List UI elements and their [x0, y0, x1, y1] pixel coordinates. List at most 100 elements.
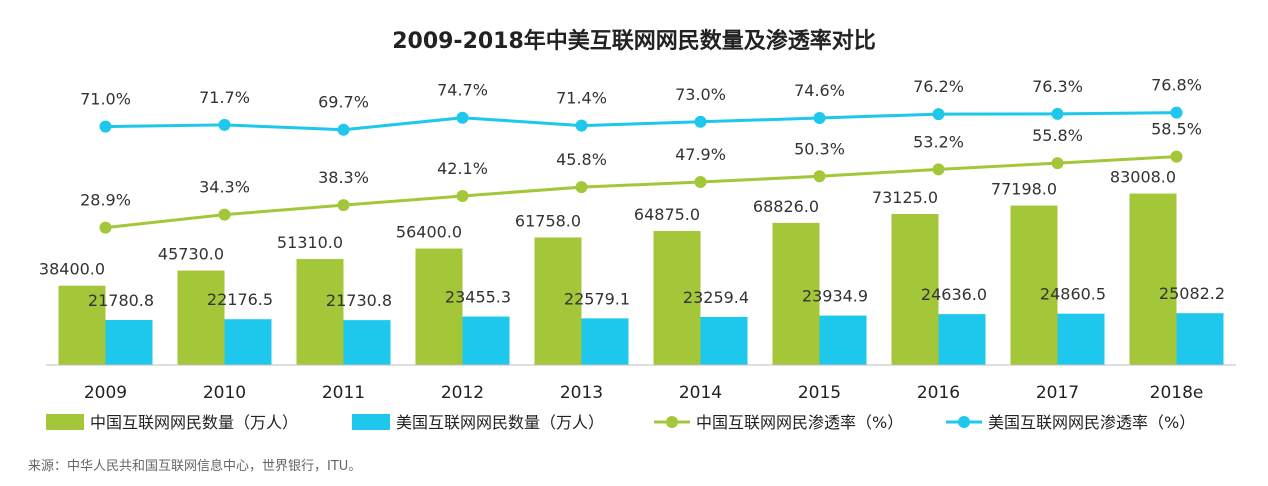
bar-label-us-2013: 22579.1 [564, 289, 630, 308]
bar-label-us-2014: 23259.4 [683, 288, 749, 307]
point-label-us-2009: 71.0% [80, 90, 131, 109]
bar-china-2011 [296, 259, 344, 365]
x-tick-2013: 2013 [560, 383, 603, 403]
point-label-china-2016: 53.2% [913, 132, 964, 151]
point-china-2018e [1170, 150, 1183, 163]
point-china-2015 [813, 170, 826, 183]
legend-label-china-penetration: 中国互联网网民渗透率（%） [696, 413, 903, 432]
legend-swatch-us-users [352, 414, 390, 430]
bar-label-china-2014: 64875.0 [634, 205, 700, 224]
bar-us-2014 [700, 316, 748, 365]
bar-label-china-2017: 77198.0 [991, 180, 1057, 199]
point-us-2017 [1051, 107, 1064, 120]
point-label-us-2010: 71.7% [199, 88, 250, 107]
point-label-us-2018e: 76.8% [1151, 76, 1202, 95]
point-china-2013 [575, 181, 588, 194]
point-label-us-2013: 71.4% [556, 89, 607, 108]
point-china-2011 [337, 199, 350, 212]
bar-us-2009 [105, 320, 153, 365]
point-us-2011 [337, 123, 350, 136]
legend-label-us-users: 美国互联网网民数量（万人） [396, 413, 604, 432]
bar-china-2012 [415, 248, 463, 365]
point-china-2009 [99, 221, 112, 234]
point-label-china-2018e: 58.5% [1151, 120, 1202, 139]
bar-label-us-2016: 24636.0 [921, 285, 987, 304]
point-label-us-2016: 76.2% [913, 77, 964, 96]
point-us-2014 [694, 115, 707, 128]
point-label-china-2010: 34.3% [199, 178, 250, 197]
legend-label-china-users: 中国互联网网民数量（万人） [90, 413, 298, 432]
point-label-china-2011: 38.3% [318, 168, 369, 187]
bar-china-2014 [653, 231, 701, 365]
point-us-2009 [99, 120, 112, 133]
point-china-2016 [932, 163, 945, 176]
legend-label-us-penetration: 美国互联网网民渗透率（%） [988, 413, 1195, 432]
bar-us-2010 [224, 319, 272, 365]
point-label-us-2014: 73.0% [675, 85, 726, 104]
x-tick-2012: 2012 [441, 383, 484, 403]
x-tick-2010: 2010 [203, 383, 246, 403]
x-tick-2015: 2015 [798, 383, 841, 403]
bar-us-2012 [462, 316, 510, 365]
bar-label-china-2013: 61758.0 [515, 211, 581, 230]
bar-us-2011 [343, 320, 391, 365]
bar-china-2010 [177, 270, 225, 365]
bar-label-us-2009: 21780.8 [88, 291, 154, 310]
bar-us-2018e [1176, 313, 1224, 365]
x-tick-2014: 2014 [679, 383, 722, 403]
bar-us-2015 [819, 315, 867, 365]
point-china-2017 [1051, 157, 1064, 170]
bar-label-us-2012: 23455.3 [445, 288, 511, 307]
x-tick-2018e: 2018e [1150, 383, 1204, 403]
legend-marker-china-penetration [666, 416, 678, 428]
bar-us-2013 [581, 318, 629, 365]
bar-label-us-2011: 21730.8 [326, 291, 392, 310]
point-us-2013 [575, 119, 588, 132]
point-us-2018e [1170, 106, 1183, 119]
legend-swatch-china-users [46, 414, 84, 430]
point-label-us-2017: 76.3% [1032, 77, 1083, 96]
source-note: 来源：中华人民共和国互联网信息中心，世界银行，ITU。 [28, 458, 361, 474]
point-label-china-2012: 42.1% [437, 159, 488, 178]
point-us-2015 [813, 111, 826, 124]
bar-label-china-2011: 51310.0 [277, 233, 343, 252]
bar-label-us-2010: 22176.5 [207, 290, 273, 309]
point-label-china-2017: 55.8% [1032, 126, 1083, 145]
bar-china-2013 [534, 237, 582, 365]
bar-us-2017 [1057, 313, 1105, 365]
labels-layer: 38400.0 21780.8 45730.0 22176.5 51310.0 21730… [39, 76, 1225, 310]
point-label-china-2013: 45.8% [556, 150, 607, 169]
bar-label-china-2015: 68826.0 [753, 197, 819, 216]
point-us-2012 [456, 111, 469, 124]
point-us-2016 [932, 108, 945, 121]
legend: 中国互联网网民数量（万人） 美国互联网网民数量（万人） 中国互联网网民渗透率（%） 美… [46, 413, 1195, 432]
bar-china-2017 [1010, 205, 1058, 365]
bar-china-2009 [58, 285, 106, 365]
point-china-2012 [456, 189, 469, 202]
bar-label-china-2009: 38400.0 [39, 260, 105, 279]
line-us-penetration [105, 111, 1177, 132]
x-tick-2016: 2016 [917, 383, 960, 403]
bar-china-2015 [772, 222, 820, 365]
point-label-us-2012: 74.7% [437, 81, 488, 100]
point-label-china-2014: 47.9% [675, 145, 726, 164]
lines-layer [99, 106, 1183, 234]
bar-china-2018e [1129, 193, 1177, 365]
bar-label-china-2018e: 83008.0 [1110, 168, 1176, 187]
chart-title: 2009-2018年中美互联网网民数量及渗透率对比 [392, 28, 876, 54]
bar-label-us-2015: 23934.9 [802, 287, 868, 306]
point-label-china-2009: 28.9% [80, 191, 131, 210]
bars-layer [58, 193, 1224, 365]
bar-us-2016 [938, 314, 986, 365]
point-label-china-2015: 50.3% [794, 139, 845, 158]
bar-label-china-2012: 56400.0 [396, 223, 462, 242]
point-china-2014 [694, 176, 707, 189]
bar-label-us-2017: 24860.5 [1040, 285, 1106, 304]
x-tick-2011: 2011 [322, 383, 365, 403]
x-tick-2017: 2017 [1036, 383, 1079, 403]
point-label-us-2015: 74.6% [794, 81, 845, 100]
legend-marker-us-penetration [958, 416, 970, 428]
bar-label-us-2018e: 25082.2 [1159, 284, 1225, 303]
point-label-us-2011: 69.7% [318, 93, 369, 112]
